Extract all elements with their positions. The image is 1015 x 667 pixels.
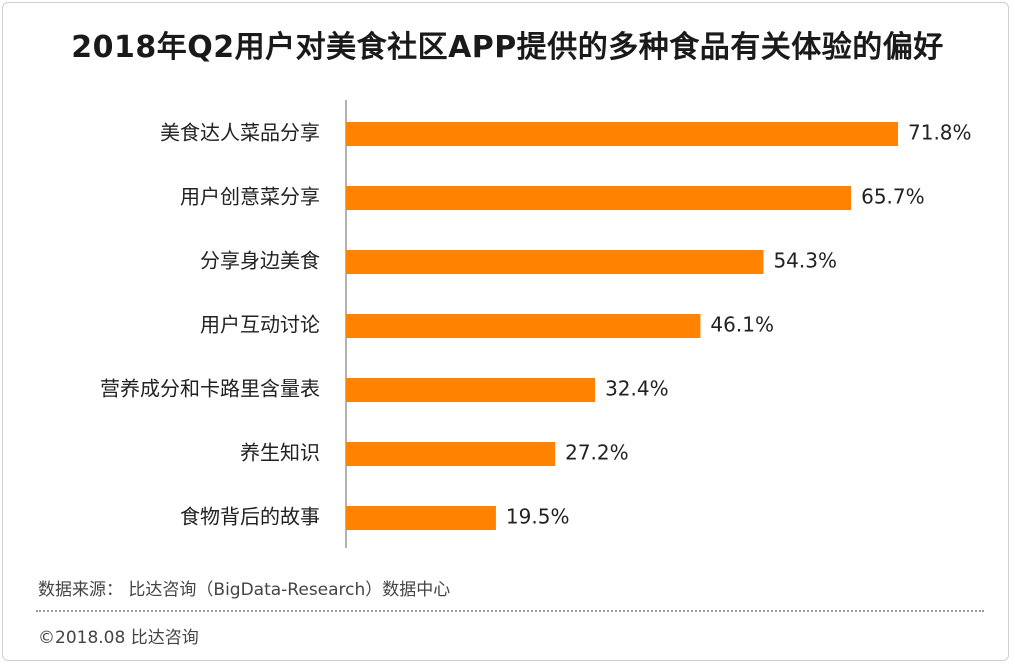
value-label: 71.8% [908,121,972,145]
bar-0 [346,122,898,146]
value-label: 54.3% [773,249,837,273]
bar-4 [346,378,596,402]
category-label: 美食达人菜品分享 [160,121,320,145]
category-label: 营养成分和卡路里含量表 [100,377,320,401]
chart-title: 2018年Q2用户对美食社区APP提供的多种食品有关体验的偏好 [71,30,944,65]
value-label: 65.7% [861,185,925,209]
value-label: 32.4% [605,377,669,401]
bar-5 [346,442,556,466]
category-label: 用户创意菜分享 [180,185,320,209]
value-label: 27.2% [565,441,629,465]
bars-group: 美食达人菜品分享 71.8% 用户创意菜分享 65.7% 分享身边美食 54.3% 用户互动… [100,121,972,530]
bar-3 [346,314,701,338]
category-label: 用户互动讨论 [200,313,320,337]
category-label: 养生知识 [240,441,320,465]
bar-2 [346,250,764,274]
bar-6 [346,506,496,530]
source-note: 数据来源： 比达咨询（BigData-Research）数据中心 [38,580,451,600]
bar-chart: 美食达人菜品分享 71.8% 用户创意菜分享 65.7% 分享身边美食 54.3% 用户互动… [100,100,972,548]
copyright-note: ©2018.08 比达咨询 [38,628,199,648]
category-label: 分享身边美食 [200,249,320,273]
value-label: 46.1% [710,313,774,337]
footer-divider [36,610,984,612]
category-label: 食物背后的故事 [180,505,320,529]
value-label: 19.5% [506,505,570,529]
bar-1 [346,186,852,210]
